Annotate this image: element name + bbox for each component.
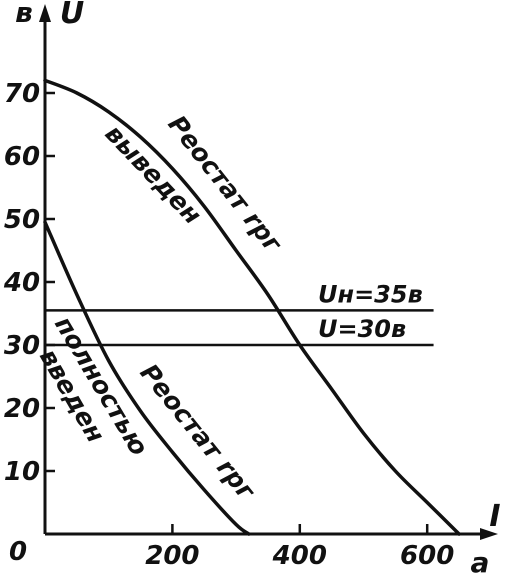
reference-line-label: U=30в (318, 315, 406, 343)
series (43, 78, 461, 536)
y-axis-arrow (39, 4, 51, 22)
reference-lines: Uн=35в U=30в (45, 280, 434, 347)
y-unit-label: в (15, 0, 33, 29)
x-unit-label: a (471, 546, 490, 578)
axes (39, 4, 498, 540)
series-line-1 (43, 78, 461, 536)
y-tick-label: 60 (4, 142, 40, 172)
x-tick-label: 400 (272, 541, 327, 571)
y-tick-label: 30 (4, 331, 40, 361)
series-line-2 (43, 220, 251, 536)
y-tick-label: 70 (4, 79, 40, 109)
ticks: 10 20 30 40 50 60 70 200 400 600 (3, 79, 454, 571)
x-axis-arrow (480, 528, 498, 540)
reference-line-label: Uн=35в (318, 280, 423, 308)
origin-label: 0 (9, 537, 27, 567)
x-tick-label: 600 (400, 541, 454, 571)
x-tick-label: 200 (145, 541, 199, 571)
y-tick-label: 50 (4, 205, 40, 235)
y-tick-label: 40 (3, 268, 40, 298)
y-axis-label: U (60, 0, 84, 31)
y-tick-label: 20 (4, 394, 40, 424)
y-tick-label: 10 (4, 457, 40, 487)
x-axis-label: I (489, 499, 500, 534)
